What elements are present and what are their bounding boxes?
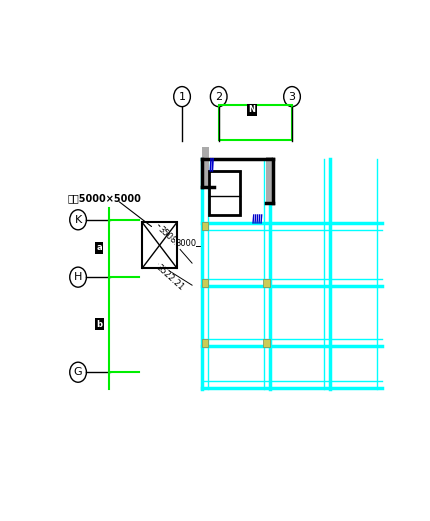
Text: 基础5000×5000: 基础5000×5000 — [67, 193, 141, 203]
Bar — [202, 147, 209, 187]
Text: G: G — [74, 367, 83, 377]
Text: H: H — [74, 272, 82, 282]
Text: 2: 2 — [215, 92, 222, 102]
Text: 3508.4: 3508.4 — [156, 225, 184, 251]
Text: 3522.21: 3522.21 — [154, 263, 185, 292]
Text: N: N — [249, 105, 255, 114]
Bar — [219, 105, 292, 140]
Text: a: a — [97, 243, 102, 252]
Bar — [210, 172, 239, 214]
Text: 3000: 3000 — [175, 239, 196, 247]
Bar — [202, 222, 208, 230]
Bar — [202, 279, 208, 287]
Text: 3: 3 — [289, 92, 295, 102]
Text: 1: 1 — [178, 92, 186, 102]
Bar — [142, 222, 177, 268]
Bar — [266, 157, 273, 203]
Text: b: b — [96, 319, 102, 329]
Bar — [202, 339, 208, 347]
Text: K: K — [74, 215, 82, 225]
Bar — [263, 279, 270, 287]
Bar — [263, 339, 270, 347]
Bar — [209, 171, 240, 215]
